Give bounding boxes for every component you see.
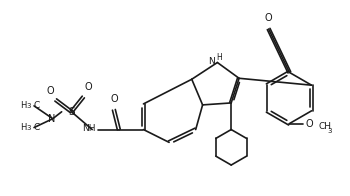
Text: N: N bbox=[48, 114, 55, 124]
Text: 3: 3 bbox=[26, 125, 31, 131]
Text: O: O bbox=[47, 86, 55, 96]
Text: O: O bbox=[84, 82, 92, 92]
Text: S: S bbox=[68, 107, 75, 117]
Text: H: H bbox=[20, 123, 27, 132]
Text: N: N bbox=[208, 57, 215, 66]
Text: 3: 3 bbox=[26, 103, 31, 109]
Text: 3: 3 bbox=[328, 128, 332, 133]
Text: NH: NH bbox=[82, 124, 95, 133]
Text: C: C bbox=[33, 123, 39, 132]
Text: CH: CH bbox=[319, 122, 332, 131]
Text: O: O bbox=[305, 119, 313, 129]
Text: H: H bbox=[217, 53, 222, 62]
Text: H: H bbox=[20, 101, 27, 110]
Text: O: O bbox=[265, 13, 272, 23]
Text: O: O bbox=[110, 94, 118, 104]
Text: C: C bbox=[33, 101, 39, 110]
